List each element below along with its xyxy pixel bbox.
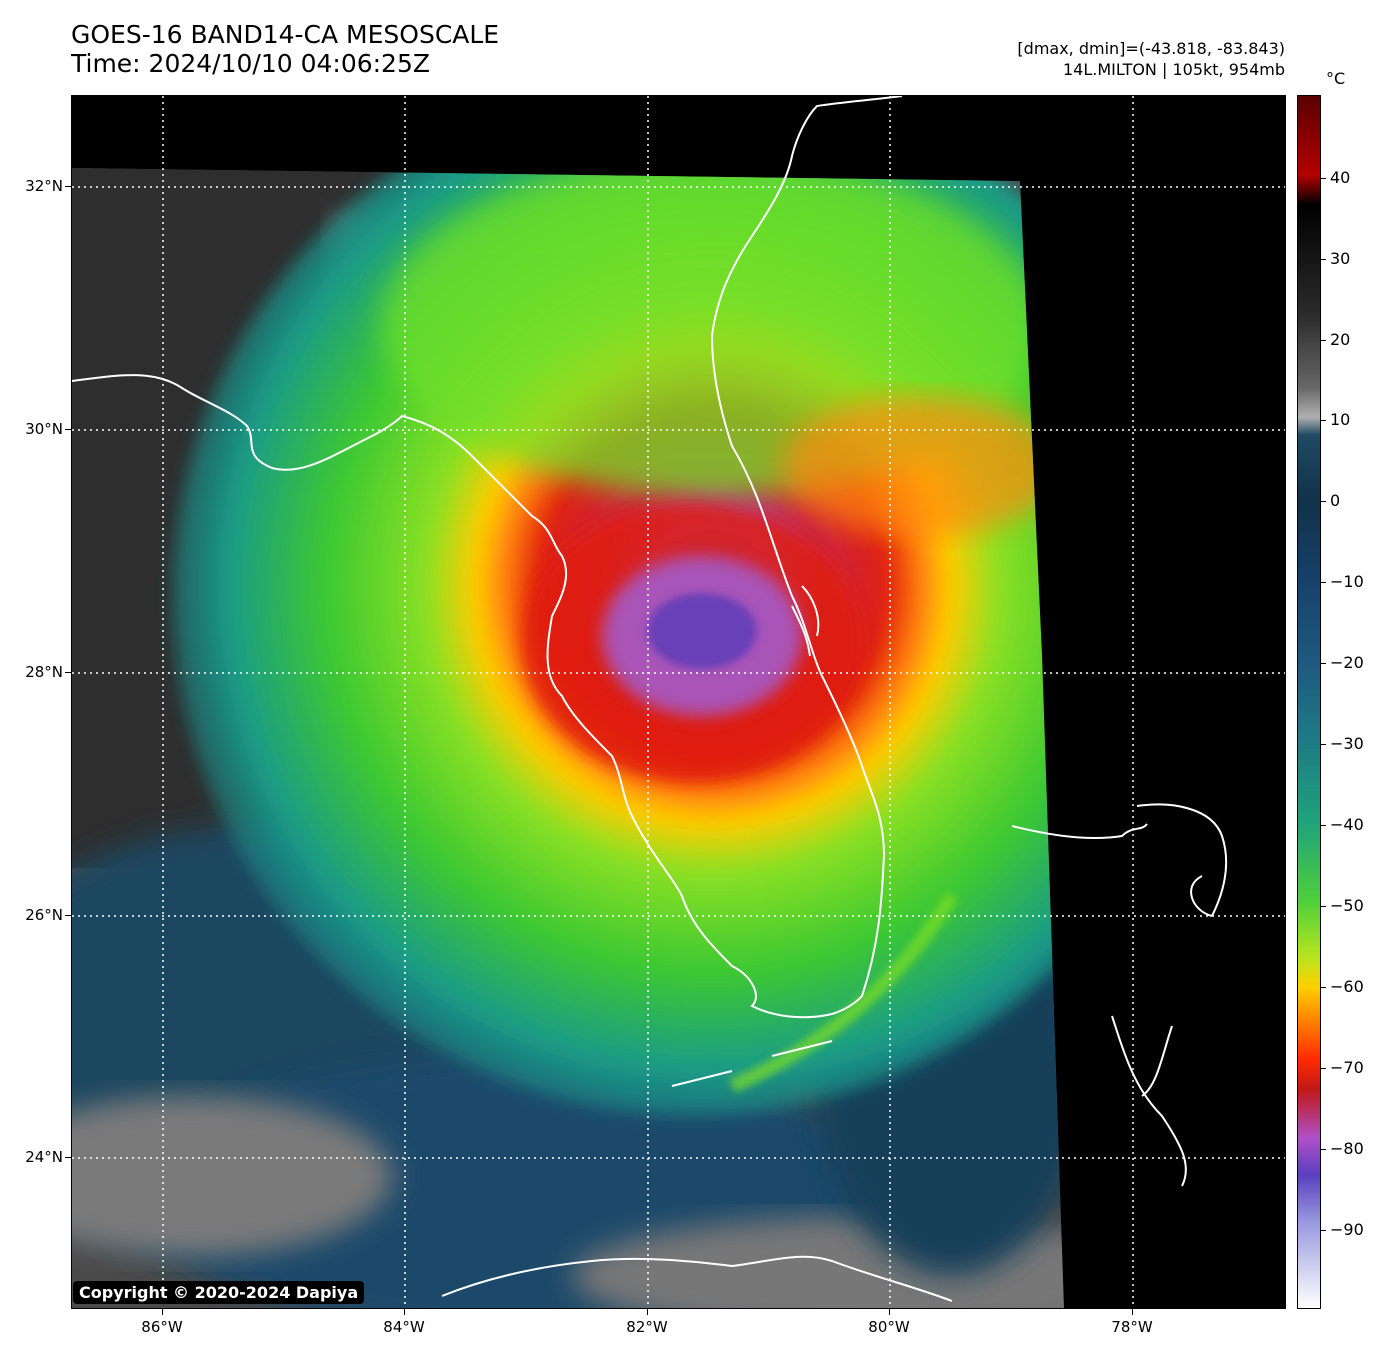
lat-label: 32°N	[25, 177, 63, 195]
colorbar-label: 40	[1330, 168, 1351, 187]
lat-tick	[65, 429, 71, 430]
lat-tick	[65, 1157, 71, 1158]
lat-label: 24°N	[25, 1148, 63, 1166]
colorbar-label: −80	[1330, 1139, 1364, 1158]
colorbar-tick	[1321, 340, 1326, 341]
lon-label: 80°W	[868, 1318, 910, 1336]
colorbar-label: −40	[1330, 815, 1364, 834]
colorbar-label: −90	[1330, 1220, 1364, 1239]
dmax-dmin-text: [dmax, dmin]=(-43.818, -83.843)	[1017, 39, 1285, 58]
colorbar-label: −50	[1330, 896, 1364, 915]
colorbar-tick	[1321, 259, 1326, 260]
colorbar-tick	[1321, 420, 1326, 421]
lon-tick	[889, 1309, 890, 1315]
lon-tick	[1132, 1309, 1133, 1315]
colorbar-tick	[1321, 825, 1326, 826]
lat-tick	[65, 915, 71, 916]
colorbar-tick	[1321, 1068, 1326, 1069]
colorbar-label: −70	[1330, 1058, 1364, 1077]
colorbar-tick	[1321, 906, 1326, 907]
chart-title: GOES-16 BAND14-CA MESOSCALE Time: 2024/1…	[71, 20, 499, 78]
lon-tick	[647, 1309, 648, 1315]
title-product: GOES-16 BAND14-CA MESOSCALE	[71, 20, 500, 49]
lon-tick	[162, 1309, 163, 1315]
colorbar-tick	[1321, 178, 1326, 179]
lon-label: 78°W	[1111, 1318, 1153, 1336]
satellite-imagery	[72, 96, 1285, 1308]
satellite-map	[71, 95, 1286, 1309]
lat-label: 30°N	[25, 420, 63, 438]
colorbar-tick	[1321, 663, 1326, 664]
colorbar-label: −30	[1330, 734, 1364, 753]
lon-label: 82°W	[626, 1318, 668, 1336]
lat-tick	[65, 186, 71, 187]
colorbar-label: −20	[1330, 653, 1364, 672]
colorbar-tick	[1321, 1230, 1326, 1231]
colorbar-unit: °C	[1326, 69, 1346, 88]
colorbar-tick	[1321, 1149, 1326, 1150]
graticule	[72, 96, 1285, 1308]
storm-info: [dmax, dmin]=(-43.818, -83.843) 14L.MILT…	[1017, 38, 1285, 80]
lon-label: 86°W	[141, 1318, 183, 1336]
colorbar-tick	[1321, 744, 1326, 745]
colorbar-tick	[1321, 582, 1326, 583]
colorbar-label: 30	[1330, 249, 1351, 268]
lon-tick	[404, 1309, 405, 1315]
colorbar-label: 20	[1330, 330, 1351, 349]
colorbar-tick	[1321, 987, 1326, 988]
colorbar-label: 0	[1330, 491, 1341, 510]
storm-intensity-text: 14L.MILTON | 105kt, 954mb	[1062, 60, 1285, 79]
colorbar-label: −10	[1330, 572, 1364, 591]
coastlines	[72, 96, 1228, 1302]
lat-label: 26°N	[25, 906, 63, 924]
lat-tick	[65, 672, 71, 673]
colorbar-tick	[1321, 501, 1326, 502]
colorbar-label: 10	[1330, 410, 1351, 429]
lat-label: 28°N	[25, 663, 63, 681]
lon-label: 84°W	[383, 1318, 425, 1336]
colorbar-label: −60	[1330, 977, 1364, 996]
title-time: Time: 2024/10/10 04:06:25Z	[71, 49, 430, 78]
copyright-badge: Copyright © 2020-2024 Dapiya	[73, 1281, 365, 1304]
colorbar	[1297, 95, 1321, 1309]
